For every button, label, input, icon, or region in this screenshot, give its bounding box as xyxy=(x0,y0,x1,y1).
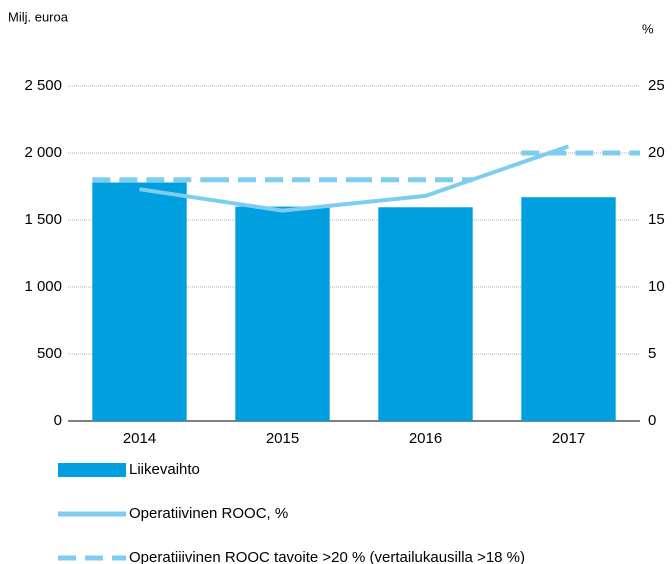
y-axis-label: Milj. euroa xyxy=(8,9,69,24)
y-tick-label: 2 000 xyxy=(24,144,62,161)
bar xyxy=(521,197,616,421)
line xyxy=(139,144,570,213)
y2-tick-label: 5 xyxy=(648,345,656,362)
y-tick-label: 0 xyxy=(54,412,62,429)
y-tick-label: 1 000 xyxy=(24,278,62,295)
y2-axis-label: % xyxy=(642,21,654,36)
legend-label: Liikevaihto xyxy=(129,461,200,478)
y-tick-label: 1 500 xyxy=(24,211,62,228)
y2-tick-label: 10 xyxy=(648,278,665,295)
bar xyxy=(235,206,330,421)
legend-label: Operatiivinen ROOC, % xyxy=(129,505,288,522)
x-tick-label: 2016 xyxy=(409,430,442,447)
x-tick-label: 2017 xyxy=(552,430,585,447)
y2-tick-label: 25 xyxy=(648,77,665,94)
bar xyxy=(378,207,473,421)
y2-tick-label: 15 xyxy=(648,211,665,228)
y2-tick-label: 0 xyxy=(648,412,656,429)
y-tick-label: 2 500 xyxy=(24,77,62,94)
legend-swatch xyxy=(58,463,126,477)
bar xyxy=(92,182,187,421)
x-tick-label: 2014 xyxy=(123,430,156,447)
y2-tick-label: 20 xyxy=(648,144,665,161)
legend-label: Operatiiivinen ROOC tavoite >20 % (verta… xyxy=(129,549,525,564)
y-tick-label: 500 xyxy=(37,345,62,362)
x-tick-label: 2015 xyxy=(266,430,299,447)
